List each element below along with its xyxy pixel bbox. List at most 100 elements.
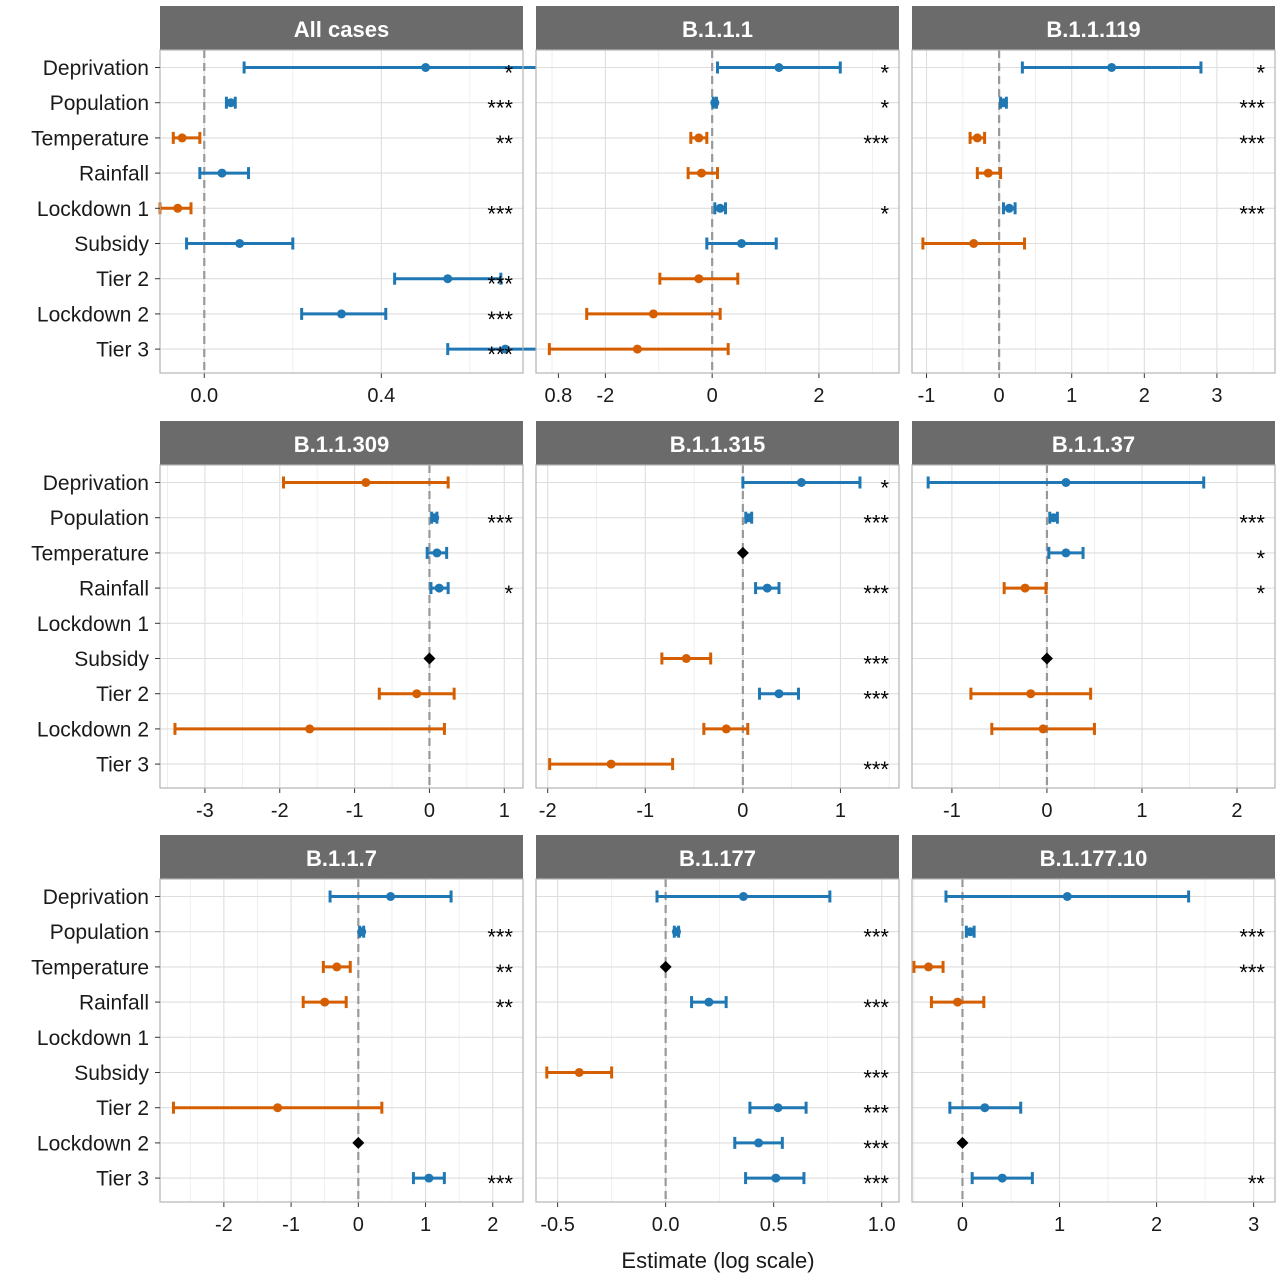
estimate-point [997,1173,1007,1183]
y-term-label: Lockdown 1 [37,613,149,636]
panel-border [911,49,1276,374]
y-term-label: Lockdown 1 [37,1027,149,1050]
facet-strip [912,6,1275,50]
estimate-point [574,1068,584,1077]
facet-panel: B.1.177.100 1 2 3******** [911,835,1276,1236]
estimate-point [924,962,933,972]
estimate-point [715,203,725,213]
x-tick-label: 1 [835,800,846,822]
significance-label: *** [1239,925,1265,950]
significance-label: *** [487,307,513,332]
panel-border [535,464,900,789]
reference-diamond [1040,652,1053,665]
y-term-label: Tier 2 [96,268,149,291]
significance-label: *** [487,96,513,121]
y-term-label: Lockdown 2 [37,303,149,326]
significance-label: *** [863,1101,889,1126]
significance-label: *** [1239,960,1265,985]
estimate-point [694,133,704,143]
significance-label: ** [1248,1171,1266,1196]
estimate-point [177,133,187,143]
x-tick-label: 0.4 [367,385,395,407]
estimate-point [983,168,993,178]
panel-border [535,49,900,374]
x-tick-label: 3 [1248,1214,1259,1236]
estimate-point [217,168,227,178]
x-tick-label: -0.5 [540,1214,574,1236]
estimate-point [500,344,510,354]
estimate-point [320,997,330,1007]
panel-border [911,464,1276,789]
estimate-point [704,997,714,1007]
x-tick-label: 0 [1041,800,1052,822]
significance-label: * [504,61,513,86]
y-term-label: Deprivation [43,886,149,909]
y-term-label: Temperature [31,127,149,150]
facet-panel: B.1.1.119-1 0 1 2 3********** [911,6,1276,407]
facet-strip [536,6,899,50]
x-tick-label: 2 [487,1214,498,1236]
estimate-point [648,309,658,319]
estimate-point [1004,203,1014,213]
estimate-point [710,98,720,108]
estimate-point [694,274,704,284]
estimate-point [1061,548,1071,558]
facet-strip [536,421,899,465]
x-tick-label: -2 [539,800,557,822]
x-tick-label: 0 [957,1214,968,1236]
x-tick-label: 2 [1139,385,1150,407]
panel-border [159,878,524,1203]
x-tick-label: 0 [353,1214,364,1236]
facet-title: B.1.177 [679,846,756,871]
estimate-point [721,724,731,734]
panel-background [160,465,523,788]
significance-label: *** [1239,131,1265,156]
estimate-point [744,513,754,523]
facet-panel: B.1.1.7-2 -1 0 1 2**********DeprivationPopul… [31,835,524,1236]
y-term-label: Rainfall [79,578,149,601]
y-term-label: Temperature [31,542,149,565]
facet-title: B.1.1.119 [1046,17,1140,42]
x-tick-label: 2 [813,385,824,407]
y-term-label: Temperature [31,956,149,979]
significance-label: *** [863,652,889,677]
panel-border [159,464,524,789]
estimate-point [606,759,616,769]
significance-label: *** [863,1171,889,1196]
estimate-point [972,133,982,143]
estimate-point [386,892,396,901]
estimate-point [953,997,963,1007]
y-term-label: Tier 2 [96,1097,149,1120]
significance-label: *** [487,342,513,367]
facet-title: B.1.177.10 [1040,846,1148,871]
estimate-point [332,962,342,972]
x-tick-label: 1 [1066,385,1077,407]
facet-title: B.1.1.309 [294,432,389,457]
y-term-label: Population [50,92,149,115]
significance-label: * [880,96,889,121]
estimate-point [632,344,642,354]
estimate-point [424,1173,434,1183]
significance-label: *** [487,925,513,950]
x-tick-label: 2 [1231,800,1242,822]
panel-border [535,878,900,1203]
estimate-point [235,239,245,248]
x-tick-label: -1 [346,800,364,822]
significance-label: ** [496,995,514,1020]
x-tick-label: 1 [499,800,510,822]
x-tick-label: 0 [707,385,718,407]
x-axis-title: Estimate (log scale) [621,1248,814,1273]
x-tick-label: -1 [943,800,961,822]
estimate-point [1062,892,1072,901]
estimate-point [305,724,315,734]
x-tick-label: 0 [424,800,435,822]
estimate-point [696,168,706,178]
facet-title: B.1.1.7 [306,846,377,871]
significance-label: * [1256,61,1265,86]
facet-panel: B.1.1.315-2 -1 0 1**************** [535,421,900,822]
facet-title: B.1.1.1 [682,17,753,42]
significance-label: *** [1239,511,1265,536]
estimate-point [173,203,183,213]
